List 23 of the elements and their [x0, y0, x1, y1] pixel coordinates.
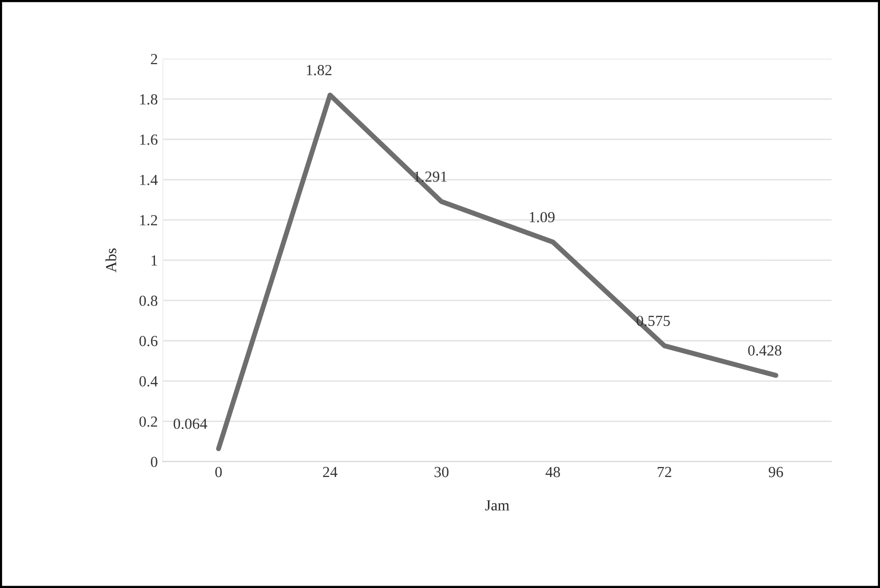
y-tick-label: 1.6: [140, 134, 158, 145]
y-tick-label: 0.8: [139, 296, 158, 306]
y-tick-label: 1.2: [140, 215, 158, 226]
x-tick-label: 0: [215, 466, 222, 478]
data-label: 1.82: [306, 64, 332, 76]
y-tick-label: 0.4: [139, 376, 158, 387]
x-tick-label: 96: [768, 466, 784, 478]
y-tick-label: 0.6: [139, 336, 158, 346]
x-tick-label: 30: [434, 466, 449, 478]
data-label: 0.064: [174, 418, 208, 429]
data-label: 1.09: [530, 212, 555, 222]
x-tick-label: 72: [658, 466, 672, 478]
y-tick-label: 0: [150, 456, 158, 468]
data-label: 0.428: [748, 345, 782, 356]
y-axis-title: Abs: [106, 248, 116, 272]
y-tick-label: 1.4: [140, 174, 158, 186]
x-axis-title: Jam: [485, 500, 510, 510]
y-tick-label: 2: [150, 54, 158, 64]
y-tick-label: 1: [152, 255, 158, 266]
y-tick-label: 0.2: [139, 416, 158, 427]
y-tick-label: 1.8: [140, 94, 158, 105]
x-tick-label: 48: [546, 466, 560, 478]
x-tick-label: 24: [323, 466, 338, 478]
